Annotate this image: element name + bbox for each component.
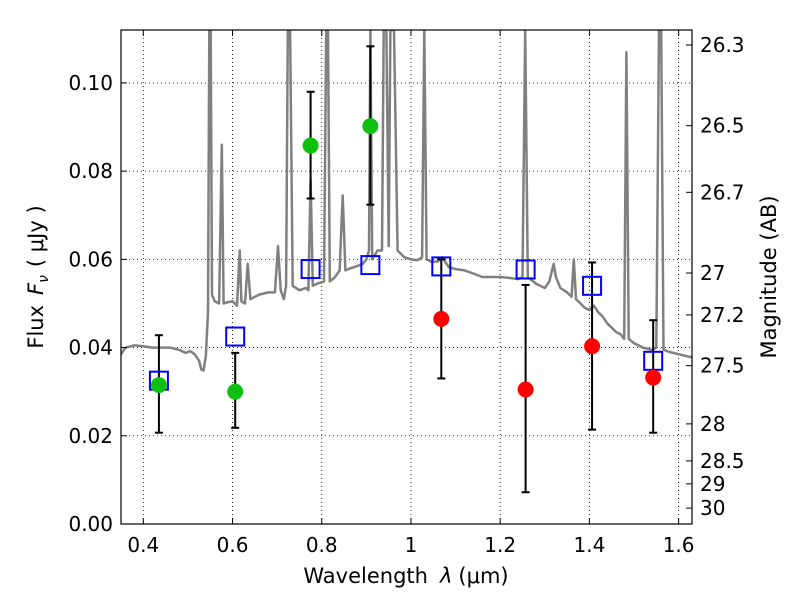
- y-tick-label: 0.10: [68, 71, 113, 95]
- x-tick-label: 0.4: [127, 533, 159, 557]
- magnitude-tick-label: 27.5: [700, 354, 745, 378]
- y-axis-label: Flux Fν ( μJy ): [24, 205, 52, 348]
- detected-flux-point: [227, 383, 244, 400]
- y-axis-label-text: Flux: [24, 305, 48, 349]
- undetected-flux-point: [433, 310, 450, 327]
- magnitude-tick-label: 30: [700, 496, 725, 520]
- y-axis-label-symbol: F: [24, 282, 48, 295]
- y-axis-label-subscript: ν: [36, 275, 52, 283]
- undetected-flux-point: [517, 381, 534, 398]
- magnitude-tick-label: 26.7: [700, 180, 745, 204]
- y-axis-label-unit: ( μJy ): [24, 205, 48, 267]
- x-axis-label-text: Wavelength: [303, 564, 428, 588]
- model-flux-square-marker: [582, 275, 603, 296]
- x-tick-label: 0.6: [217, 533, 249, 557]
- y-tick-label: 0.02: [68, 424, 113, 448]
- model-flux-square-marker: [515, 259, 536, 280]
- magnitude-tick-label: 26.5: [700, 114, 745, 138]
- magnitude-tick-label: 26.3: [700, 33, 745, 57]
- x-axis-ticks: 0.4 0.6 0.8 1 1.2 1.4 1.6: [127, 30, 695, 557]
- x-tick-label: 1: [405, 533, 418, 557]
- x-axis-label-unit: (μm): [458, 564, 508, 588]
- x-tick-label: 1.2: [484, 533, 516, 557]
- y-tick-label: 0.00: [68, 512, 113, 536]
- right-axis-label: Magnitude (AB): [757, 195, 781, 358]
- x-axis-label-symbol: λ: [439, 564, 452, 588]
- detected-flux-point: [302, 137, 319, 154]
- detected-flux-point: [362, 118, 379, 135]
- detected-flux-point: [150, 377, 167, 394]
- magnitude-tick-label: 28: [700, 412, 725, 436]
- undetected-flux-point: [584, 338, 601, 355]
- magnitude-tick-label: 29: [700, 472, 725, 496]
- plot-frame: [120, 29, 693, 525]
- model-flux-square-marker: [431, 256, 452, 277]
- x-axis-label: Wavelength λ (μm): [303, 564, 508, 588]
- magnitude-tick-label: 28.5: [700, 449, 745, 473]
- x-tick-label: 1.4: [573, 533, 605, 557]
- errorbar-layer: [154, 45, 658, 494]
- undetected-flux-point: [645, 369, 662, 386]
- model-flux-square-marker: [300, 259, 321, 280]
- y-tick-label: 0.04: [68, 336, 113, 360]
- point-layer: [148, 118, 664, 400]
- magnitude-tick-label: 27.2: [700, 303, 745, 327]
- model-flux-square-marker: [225, 326, 246, 347]
- y-tick-label: 0.06: [68, 247, 113, 271]
- spectrum-layer: [121, 30, 692, 372]
- gridlines: [121, 30, 692, 524]
- x-tick-label: 0.8: [306, 533, 338, 557]
- model-flux-square-marker: [360, 255, 381, 276]
- y-axis-ticks: 0.00 0.02 0.04 0.06 0.08 0.10: [68, 71, 127, 536]
- model-spectrum-line: [121, 30, 692, 372]
- x-tick-label: 1.6: [663, 533, 695, 557]
- magnitude-tick-label: 27: [700, 261, 725, 285]
- y-tick-label: 0.08: [68, 159, 113, 183]
